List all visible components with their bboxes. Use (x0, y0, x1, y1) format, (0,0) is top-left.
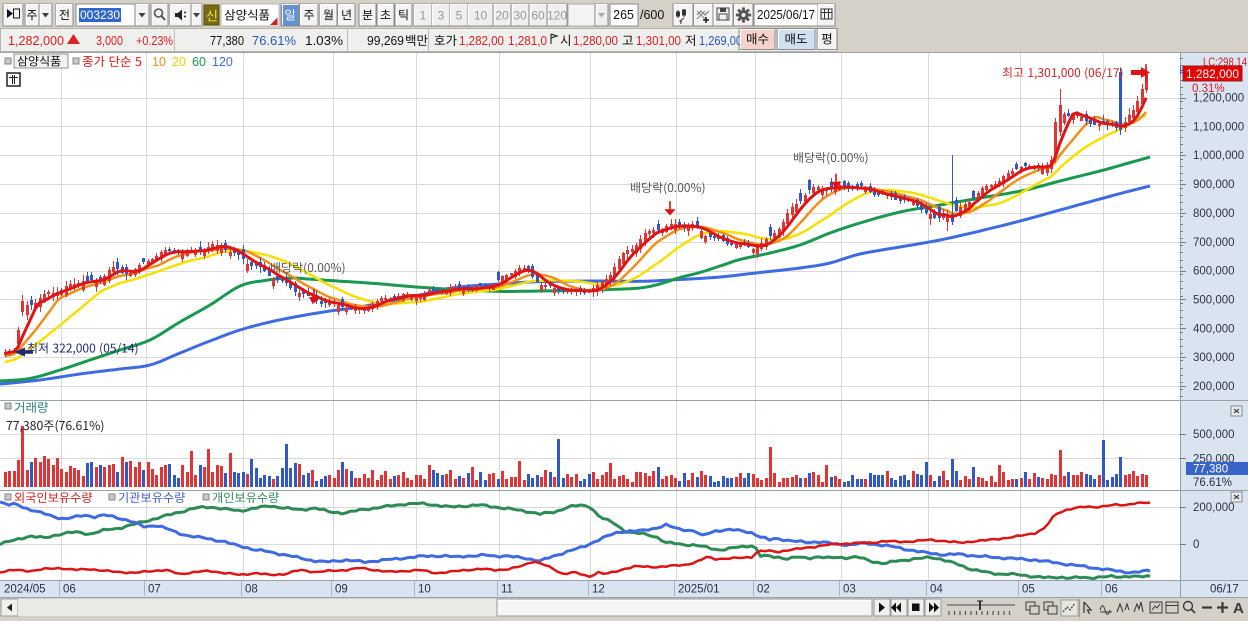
svg-text:76.61%: 76.61% (1193, 477, 1232, 489)
svg-text:500,000: 500,000 (1193, 429, 1235, 441)
svg-text:1,100,000: 1,100,000 (1193, 121, 1244, 133)
svg-text:76.61%: 76.61% (252, 34, 296, 48)
svg-text:1,000,000: 1,000,000 (1193, 150, 1244, 162)
svg-text:60: 60 (531, 8, 545, 22)
svg-text:04: 04 (930, 584, 943, 596)
svg-text:08: 08 (245, 584, 258, 596)
svg-text:77,380: 77,380 (210, 34, 244, 48)
svg-text:500,000: 500,000 (1193, 295, 1235, 307)
svg-text:120: 120 (547, 8, 567, 22)
svg-text:20: 20 (172, 55, 186, 69)
svg-text:1,282,000: 1,282,000 (1186, 67, 1239, 81)
svg-text:700,000: 700,000 (1193, 237, 1235, 249)
svg-text:09: 09 (335, 584, 348, 596)
svg-text:1,281,0: 1,281,0 (508, 34, 547, 48)
svg-text:10: 10 (152, 55, 166, 69)
svg-text:3: 3 (438, 8, 445, 22)
svg-text:/600: /600 (640, 8, 664, 22)
svg-text:900,000: 900,000 (1193, 179, 1235, 191)
svg-text:+0.23%: +0.23% (136, 34, 173, 48)
svg-text:05: 05 (1022, 584, 1035, 596)
svg-text:200,000: 200,000 (1193, 381, 1235, 393)
svg-text:1: 1 (420, 8, 427, 22)
svg-text:1.03%: 1.03% (305, 34, 343, 48)
svg-text:1,282,000: 1,282,000 (8, 34, 64, 48)
svg-text:30: 30 (513, 8, 527, 22)
svg-text:265: 265 (613, 8, 634, 22)
svg-text:5: 5 (456, 8, 463, 22)
svg-text:0.31%: 0.31% (1192, 83, 1225, 95)
svg-text:0: 0 (1193, 539, 1199, 551)
svg-text:10: 10 (418, 584, 431, 596)
svg-text:3,000: 3,000 (96, 34, 123, 48)
svg-text:10: 10 (474, 8, 488, 22)
svg-text:07: 07 (148, 584, 161, 596)
svg-text:A: A (1233, 600, 1244, 617)
svg-text:120: 120 (212, 55, 233, 69)
svg-text:2024/05: 2024/05 (4, 584, 46, 596)
svg-text:03: 03 (843, 584, 856, 596)
svg-text:06: 06 (63, 584, 76, 596)
svg-text:06/17: 06/17 (1210, 584, 1239, 596)
svg-text:2025/06/17: 2025/06/17 (757, 8, 815, 22)
svg-text:11: 11 (501, 584, 513, 596)
svg-text:06: 06 (1105, 584, 1118, 596)
svg-text:200,000: 200,000 (1193, 502, 1235, 514)
svg-text:99,269: 99,269 (367, 34, 404, 48)
svg-text:400,000: 400,000 (1193, 323, 1235, 335)
svg-text:1,280,00: 1,280,00 (573, 34, 618, 48)
svg-text:600,000: 600,000 (1193, 266, 1235, 278)
svg-text:1,301,00: 1,301,00 (636, 34, 681, 48)
svg-text:77,380: 77,380 (1193, 464, 1228, 476)
svg-text:800,000: 800,000 (1193, 208, 1235, 220)
svg-text:300,000: 300,000 (1193, 352, 1235, 364)
svg-text:12: 12 (592, 584, 605, 596)
svg-text:2025/01: 2025/01 (678, 584, 720, 596)
svg-text:003230: 003230 (80, 8, 120, 22)
svg-text:02: 02 (757, 584, 770, 596)
svg-text:20: 20 (495, 8, 509, 22)
svg-text:1,269,00: 1,269,00 (699, 34, 742, 48)
svg-text:60: 60 (192, 55, 206, 69)
svg-text:1,282,00: 1,282,00 (459, 34, 504, 48)
svg-text:1,200,000: 1,200,000 (1193, 93, 1244, 105)
